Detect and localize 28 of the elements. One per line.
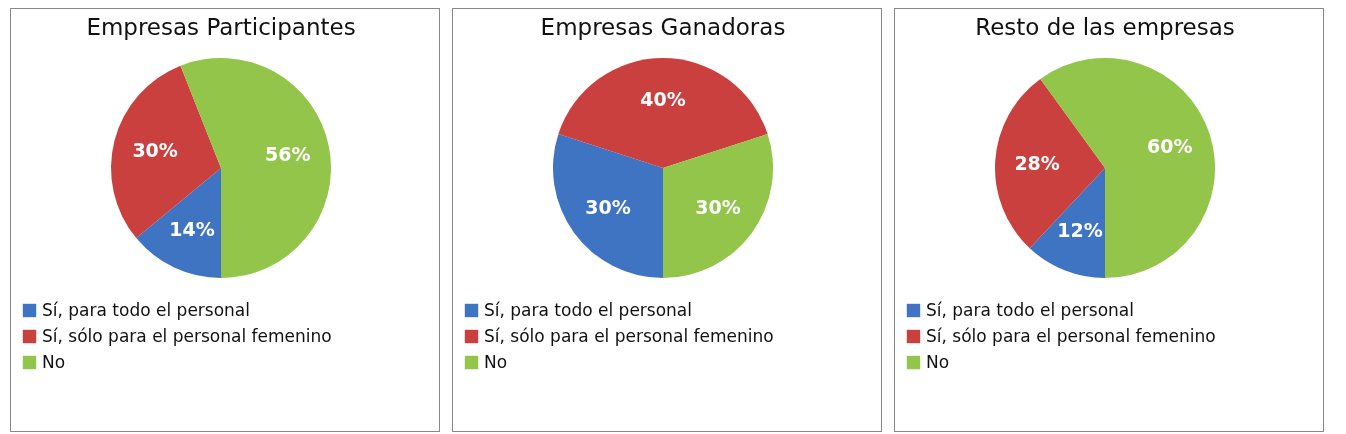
chart-title: Resto de las empresas [975,14,1235,40]
data-label: 12% [1057,219,1103,242]
data-label: 56% [265,143,311,166]
chart-title: Empresas Ganadoras [540,14,786,40]
legend-label: Sí, sólo para el personal femenino [484,325,774,346]
data-label: 14% [169,217,215,240]
legend-label: Sí, para todo el personal [42,299,251,320]
legend-label: Sí, sólo para el personal femenino [42,325,332,346]
data-label: 30% [695,195,741,218]
legend-label: Sí, para todo el personal [926,299,1135,320]
data-label: 60% [1146,134,1193,157]
data-label: 30% [585,195,631,218]
legend-label: No [926,351,950,372]
pie-slice [136,168,221,278]
legend-label: No [42,351,66,372]
legend-label: Sí, para todo el personal [484,299,693,320]
legend-label: Sí, sólo para el personal femenino [926,325,1216,346]
pie-slice [995,79,1105,249]
pie-slice [1029,168,1105,278]
pie-slice [663,134,773,278]
data-label: 28% [1014,151,1060,174]
pie-slice [111,65,221,239]
data-label: 40% [640,88,686,110]
pie-slice [558,58,768,168]
legend-label: No [484,351,508,372]
chart-title: Empresas Participantes [86,14,356,40]
pie-slice [553,134,663,278]
data-label: 30% [132,139,178,162]
